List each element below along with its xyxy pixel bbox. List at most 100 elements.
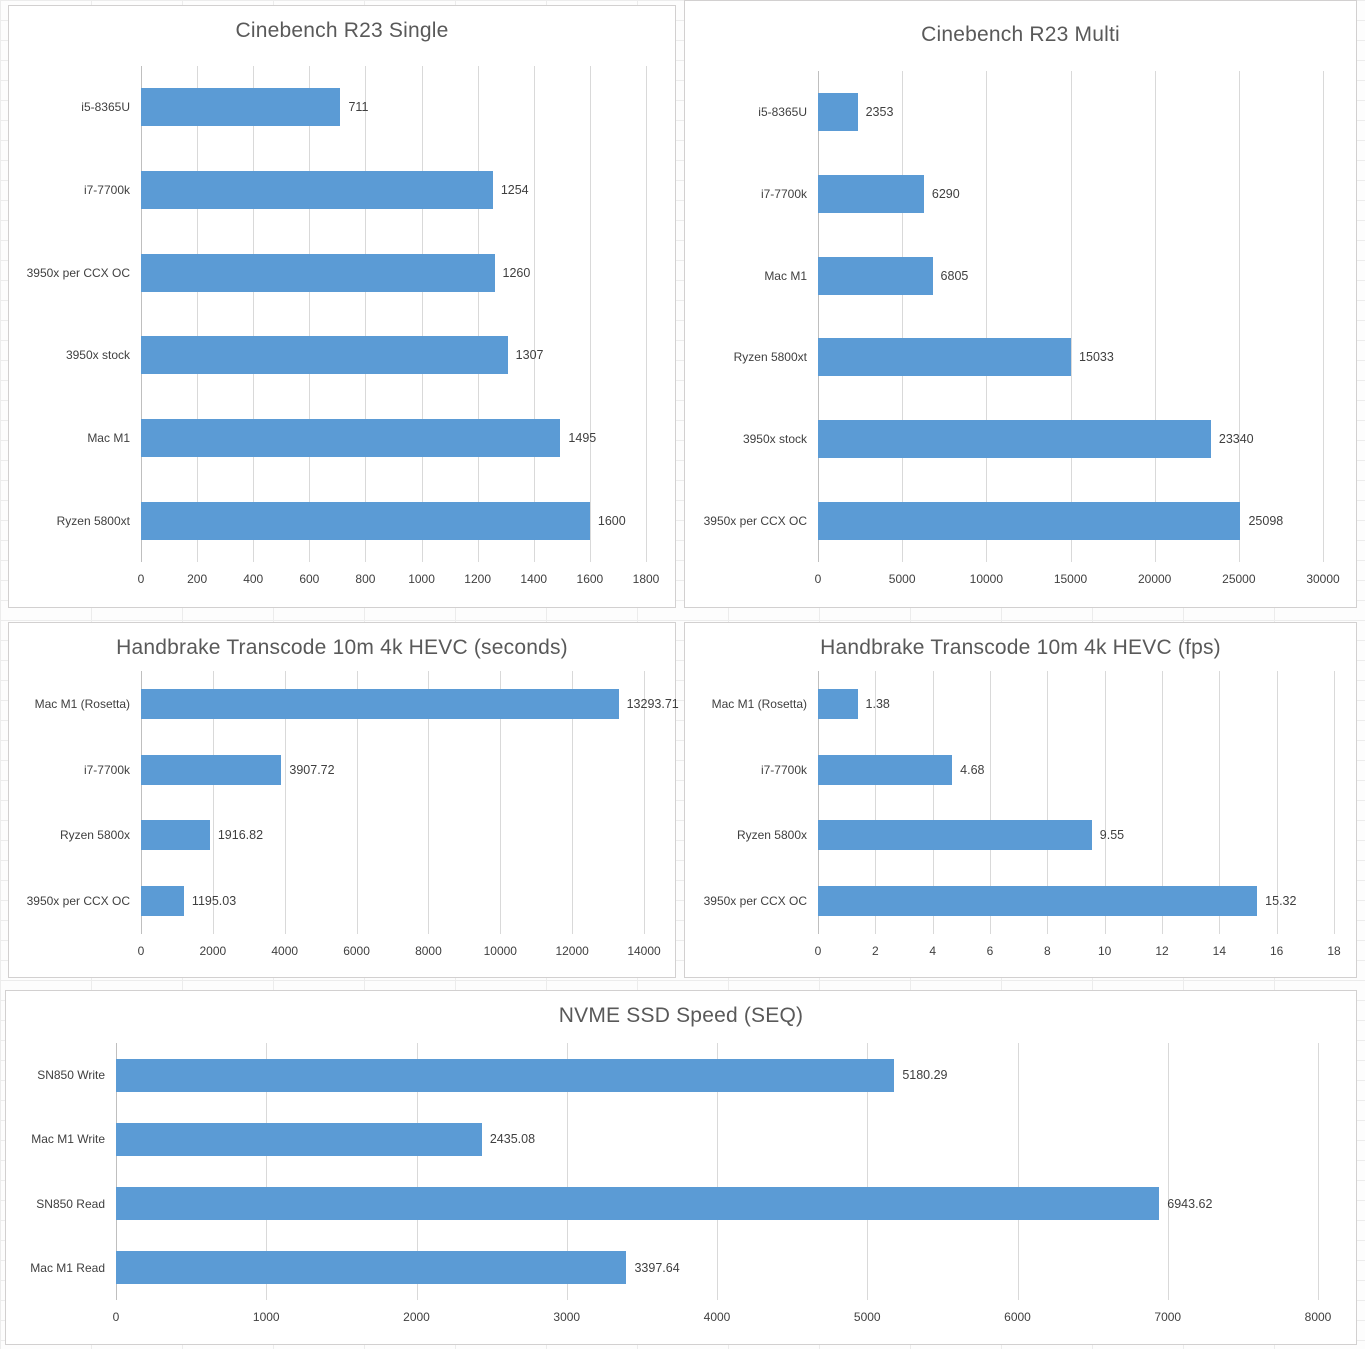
bar-row: Ryzen 5800x 9.55 [685, 803, 1334, 869]
chart-plot-area: i5-8365U 2353 i7-7700k 6290 Mac M1 6805 Ryzen … [685, 71, 1340, 597]
gridline [1047, 671, 1049, 934]
bar [818, 420, 1211, 459]
category-label: i5-8365U [81, 100, 130, 115]
x-tick-label: 12 [1155, 944, 1169, 958]
bar-track: 711 [141, 66, 646, 149]
x-tick-label: 20000 [1137, 572, 1172, 586]
x-tick-label: 0 [814, 572, 822, 586]
bar [116, 1122, 482, 1156]
x-tick-label: 14000 [627, 944, 661, 958]
category-label: i7-7700k [83, 762, 130, 777]
bar-track: 1.38 [818, 671, 1334, 737]
gridline [717, 1043, 718, 1300]
bar-track: 9.55 [818, 803, 1334, 869]
x-tick-label: 7000 [1154, 1310, 1182, 1324]
bar-value-label: 6290 [931, 186, 960, 201]
bar-row: i7-7700k 6290 [685, 153, 1323, 235]
bar [141, 501, 590, 540]
bar-row: 3950x per CCX OC 15.32 [685, 868, 1334, 934]
bar-value-label: 3907.72 [289, 762, 335, 777]
bar [116, 1058, 895, 1092]
bar-row: i7-7700k 4.68 [685, 737, 1334, 803]
x-tick-label: 4 [929, 944, 936, 958]
gridlines-layer [818, 671, 1335, 934]
x-tick-label: 0 [814, 944, 822, 958]
gridline [990, 671, 991, 934]
bar-row: Ryzen 5800xt 1600 [9, 479, 646, 562]
bar-track: 5180.29 [116, 1043, 1318, 1107]
bar-value-label: 25098 [1248, 514, 1284, 529]
bar-value-label: 9.55 [1099, 828, 1125, 843]
category-label: Mac M1 Write [31, 1132, 105, 1147]
gridline [428, 671, 430, 934]
x-tick-label: 1000 [408, 572, 435, 586]
category-label: 3950x stock [742, 432, 807, 447]
bar-row: i7-7700k 1254 [9, 149, 646, 232]
x-tick-label: 6000 [1004, 1310, 1031, 1324]
gridline [477, 66, 479, 562]
x-tick-label: 4000 [703, 1310, 731, 1324]
x-tick-label: 400 [243, 572, 264, 586]
bar [818, 256, 933, 295]
gridlines-layer [818, 71, 1324, 562]
category-label: 3950x per CCX OC [26, 894, 130, 909]
category-label: Ryzen 5800xt [56, 513, 130, 528]
bar-track: 1600 [141, 479, 646, 562]
bar-row: Mac M1 1495 [9, 397, 646, 480]
bar-row: Ryzen 5800xt 15033 [685, 316, 1323, 398]
bar-track: 15033 [818, 316, 1323, 398]
bar [116, 1187, 1160, 1221]
x-tick-label: 8 [1043, 944, 1051, 958]
category-label: 3950x per CCX OC [26, 265, 130, 280]
bar-value-label: 13293.71 [626, 696, 679, 711]
gridline [644, 671, 645, 934]
x-axis: 0 1000 2000 3000 4000 5000 6000 7000 8000 [112, 1300, 1332, 1338]
chart-cinebench-r23-multi: Cinebench R23 Multi i5-8365U 2353 i7-7700k… [684, 0, 1357, 608]
bar-track: 1307 [141, 314, 646, 397]
bar-row: Mac M1 6805 [685, 235, 1323, 317]
gridline [1276, 671, 1278, 934]
x-tick-label: 1000 [252, 1310, 280, 1324]
gridline [867, 1043, 869, 1300]
x-tick-label: 0 [112, 1310, 120, 1324]
bar-rows: i5-8365U 2353 i7-7700k 6290 Mac M1 6805 Ryzen … [685, 71, 1323, 562]
bar-track: 1195.03 [141, 868, 644, 934]
bar-value-label: 2353 [865, 104, 894, 119]
x-tick-label: 2000 [199, 944, 227, 958]
bar-track: 3907.72 [141, 737, 644, 803]
bar-value-label: 3397.64 [634, 1260, 680, 1275]
bar [818, 338, 1072, 377]
bar-row: 3950x per CCX OC 1195.03 [9, 868, 644, 934]
bar-track: 1916.82 [141, 803, 644, 869]
x-tick-label: 30000 [1306, 572, 1340, 586]
gridline [266, 1043, 268, 1300]
bar-value-label: 1254 [500, 183, 529, 197]
x-tick-label: 8000 [415, 944, 442, 958]
x-tick-label: 1200 [464, 572, 492, 586]
bar-track: 25098 [818, 480, 1323, 562]
bar [818, 886, 1258, 917]
gridline [356, 671, 358, 934]
x-tick-label: 2000 [403, 1310, 430, 1324]
bar-track: 1254 [141, 149, 646, 232]
bar [141, 688, 619, 719]
gridline [365, 66, 367, 562]
gridline [986, 71, 988, 562]
category-label: Ryzen 5800xt [733, 350, 807, 365]
gridline [1238, 71, 1240, 562]
x-tick-label: 6000 [343, 944, 370, 958]
x-tick-label: 1800 [632, 572, 660, 586]
gridline [197, 66, 199, 562]
gridline [309, 66, 311, 562]
x-tick-label: 18 [1327, 944, 1341, 958]
gridline [500, 671, 502, 934]
bar-row: Mac M1 Read 3397.64 [6, 1236, 1318, 1300]
bar [818, 92, 858, 131]
category-label: SN850 Write [37, 1068, 105, 1083]
bar-row: SN850 Write 5180.29 [6, 1043, 1318, 1107]
gridline [212, 671, 214, 934]
bar [141, 820, 210, 851]
chart-handbrake-fps: Handbrake Transcode 10m 4k HEVC (fps) Ma… [684, 622, 1357, 978]
bar-track: 15.32 [818, 868, 1334, 934]
bar-row: i5-8365U 711 [9, 66, 646, 149]
